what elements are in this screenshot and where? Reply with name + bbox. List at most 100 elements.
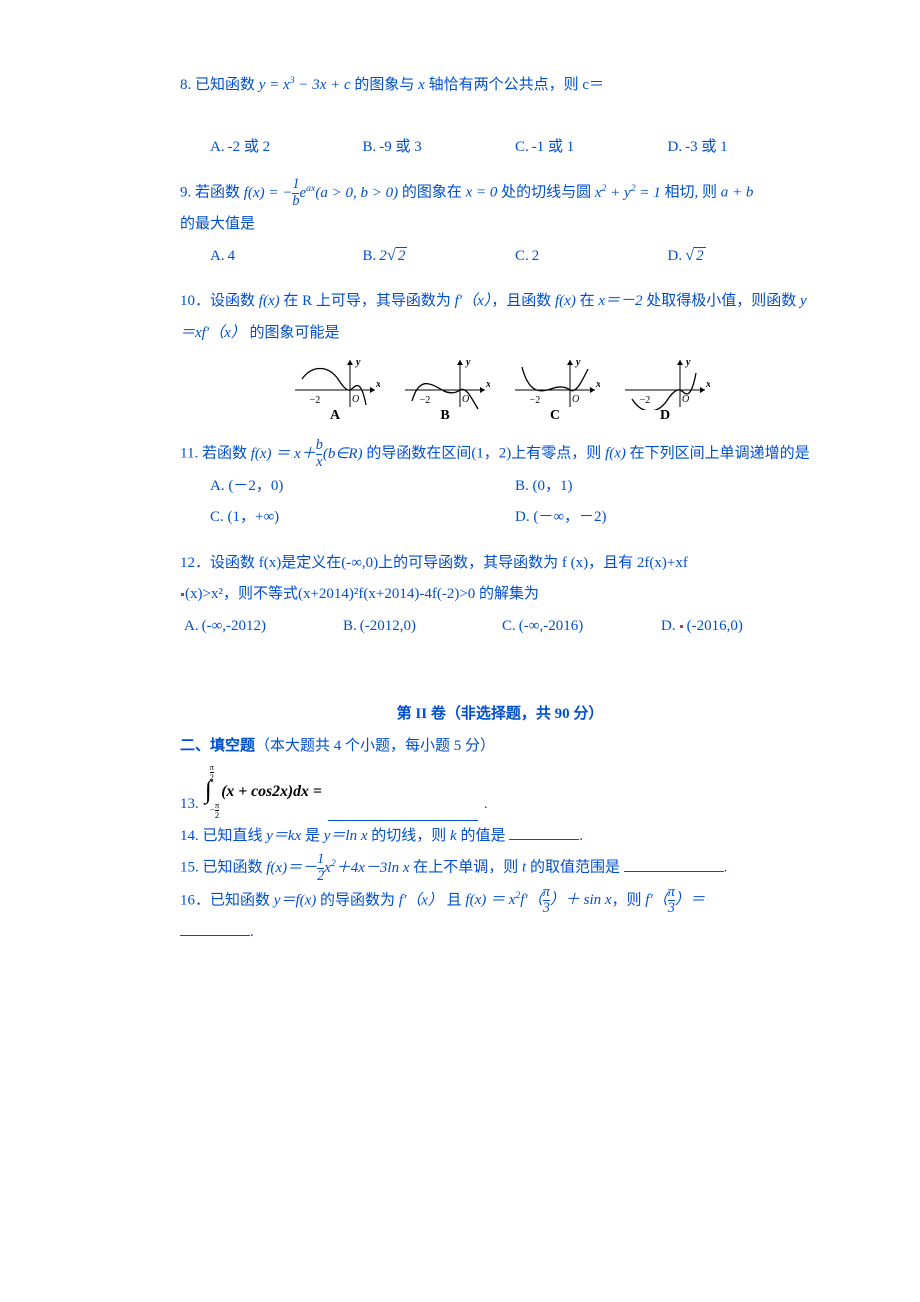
q15-suffix: 的取值范围是: [530, 860, 620, 876]
q11-fx2: f(x): [605, 446, 626, 462]
svg-text:x: x: [705, 379, 710, 390]
q11-suffix: 在下列区间上单调递增的是: [630, 446, 810, 462]
q12-option-a: A. (-∞,-2012): [184, 611, 343, 643]
integral-limits: π2 −π2: [210, 763, 220, 821]
question-9-stem: 9. 若函数 f(x) = −1beax(a > 0, b > 0) 的图象在 …: [180, 177, 820, 209]
context-marker-icon: [181, 593, 184, 596]
q14-k: k: [450, 828, 457, 844]
question-12: 12．设函数 f(x)是定义在(-∞,0)上的可导函数，其导函数为 f (x)，…: [180, 548, 820, 643]
option-text: -2 或 2: [228, 132, 271, 164]
svg-text:y: y: [575, 357, 581, 368]
q9-options: A. 4 B. 2√2 C. 2 D. √2: [180, 241, 820, 273]
svg-text:O: O: [682, 394, 689, 405]
question-10: 10．设函数 f(x) 在 R 上可导，其导函数为 f′（x），且函数 f(x)…: [180, 286, 820, 424]
option-key: B.: [515, 478, 529, 494]
q16-res: f′（π3）＝: [645, 892, 705, 908]
option-key: D.: [661, 611, 676, 643]
graph-d-label: D: [620, 408, 710, 424]
graph-c-svg: −2 O y x: [510, 355, 600, 410]
section-2-subtitle-rest: （本大题共 4 个小题，每小题 5 分）: [255, 738, 495, 754]
q12-line2: (x)>x²，则不等式(x+2014)²f(x+2014)-4f(-2)>0 的…: [180, 579, 820, 611]
graph-a-svg: −2 O y x: [290, 355, 380, 410]
svg-text:x: x: [595, 379, 600, 390]
q13-trailing: .: [484, 789, 488, 821]
svg-text:−2: −2: [530, 395, 541, 406]
q16-number: 16．: [180, 892, 210, 908]
q12-option-b: B. (-2012,0): [343, 611, 502, 643]
q8-option-d: D. -3 或 1: [668, 132, 821, 164]
section-2-subtitle: 二、填空题（本大题共 4 个小题，每小题 5 分）: [180, 731, 820, 763]
q9-option-d: D. √2: [668, 241, 821, 273]
q8-option-a: A. -2 或 2: [210, 132, 363, 164]
q10-fpx: f′（x）: [455, 293, 492, 309]
q10-text-f: 的图象可能是: [246, 325, 340, 341]
option-key: A.: [184, 611, 199, 643]
q13-integrand: (x + cos2x)dx =: [221, 775, 322, 808]
option-text: -3 或 1: [685, 132, 728, 164]
q16-expr: f(x) ＝ x2f′（π3）＋ sin x: [465, 892, 611, 908]
question-8-stem: 8. 已知函数 y = x3 − 3x + c 的图象与 x 轴恰有两个公共点，…: [180, 70, 820, 102]
option-text: (－∞，－2): [533, 509, 606, 525]
graph-b-svg: −2 O y x: [400, 355, 490, 410]
q15-blank: [624, 871, 724, 872]
q16-trailing: .: [250, 924, 254, 940]
q16-blank-line: .: [180, 917, 820, 949]
q9-option-a: A. 4: [210, 241, 363, 273]
q11-number: 11.: [180, 446, 198, 462]
q10-text-b: 在 R 上可导，其导函数为: [280, 293, 455, 309]
question-14: 14. 已知直线 y＝kx 是 y＝ln x 的切线，则 k 的值是 .: [180, 821, 820, 853]
q14-number: 14.: [180, 828, 199, 844]
option-text: -1 或 1: [532, 132, 575, 164]
option-key: B.: [363, 132, 377, 164]
q12-line1-text: 设函数 f(x)是定义在(-∞,0)上的可导函数，其导函数为 f (x)，且有 …: [210, 555, 688, 571]
q12-option-d: D. (-2016,0): [661, 611, 820, 643]
svg-text:−2: −2: [420, 395, 431, 406]
option-key: D.: [668, 132, 683, 164]
option-key: D.: [515, 509, 530, 525]
q14-suffix-a: 的切线，则: [371, 828, 450, 844]
q15-mid: 在上不单调，则: [413, 860, 522, 876]
q8-suffix-a: 的图象与: [354, 77, 418, 93]
q8-equation: y = x3 − 3x + c: [259, 77, 351, 93]
q9-option-b: B. 2√2: [363, 241, 516, 273]
q14-mid: 是: [305, 828, 324, 844]
q11-option-d: D. (－∞，－2): [515, 502, 820, 534]
question-9: 9. 若函数 f(x) = −1beax(a > 0, b > 0) 的图象在 …: [180, 177, 820, 272]
q10-text-a: 设函数: [210, 293, 259, 309]
q12-options: A. (-∞,-2012) B. (-2012,0) C. (-∞,-2016)…: [180, 611, 820, 643]
option-text: (1，+∞): [228, 509, 280, 525]
integral-upper: π2: [210, 763, 220, 783]
option-text: (-2016,0): [687, 611, 743, 643]
option-text: 2: [532, 241, 540, 273]
q16-mid3: ，则: [612, 892, 646, 908]
q16-prefix: 已知函数: [210, 892, 274, 908]
question-11: 11. 若函数 f(x) ＝ x＋bx(b∈R) 的导函数在区间(1，2)上有零…: [180, 438, 820, 533]
question-15: 15. 已知函数 f(x)＝－12x2＋4x－3ln x 在上不单调，则 t 的…: [180, 852, 820, 884]
svg-text:O: O: [352, 394, 359, 405]
q11-options-row1: A. (－2，0) B. (0，1): [180, 471, 820, 503]
q10-number: 10．: [180, 293, 210, 309]
q9-x0: x = 0: [466, 185, 498, 201]
q10-text-d: 在: [576, 293, 599, 309]
q9-option-c: C. 2: [515, 241, 668, 273]
q11-mid: 的导函数在区间(1，2)上有零点，则: [366, 446, 605, 462]
q9-suffix1: 相切, 则: [664, 185, 717, 201]
q14-suffix-b: 的值是: [460, 828, 505, 844]
option-text: 4: [228, 241, 236, 273]
q16-yfx: y＝f(x): [274, 892, 316, 908]
svg-text:−2: −2: [640, 395, 651, 406]
q14-line: y＝kx: [266, 828, 301, 844]
graph-d-svg: −2 O y x: [620, 355, 710, 410]
q11-func: f(x) ＝ x＋bx(b∈R): [251, 446, 363, 462]
q14-ln: y＝ln x: [324, 828, 368, 844]
graph-c: −2 O y x C: [510, 355, 600, 424]
q8-prefix: 已知函数: [195, 77, 259, 93]
q9-mid2: 处的切线与圆: [501, 185, 595, 201]
q10-fx: f(x): [259, 293, 280, 309]
q11-prefix: 若函数: [202, 446, 251, 462]
q14-prefix: 已知直线: [203, 828, 267, 844]
q12-option-c: C. (-∞,-2016): [502, 611, 661, 643]
q11-option-b: B. (0，1): [515, 471, 820, 503]
q9-prefix: 若函数: [195, 185, 240, 201]
svg-text:O: O: [572, 394, 579, 405]
